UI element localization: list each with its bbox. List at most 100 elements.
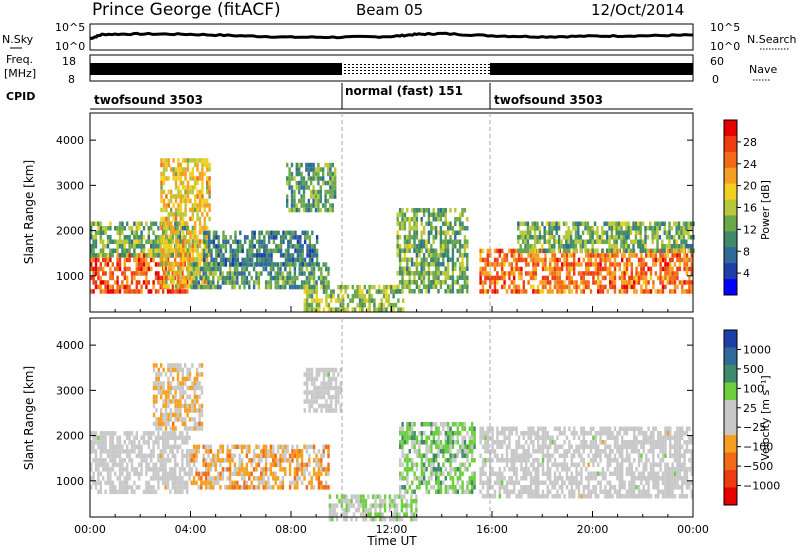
power-cell: [172, 158, 175, 163]
velocity-cell: [308, 399, 311, 404]
velocity-cell: [123, 449, 126, 454]
power-cell: [484, 275, 487, 281]
power-cell: [510, 266, 513, 272]
velocity-cell: [193, 394, 196, 400]
power-cell: [592, 275, 595, 281]
velocity-cell: [498, 471, 501, 476]
power-cell: [128, 253, 131, 258]
power-cell: [406, 266, 409, 271]
velocity-cell: [473, 485, 476, 490]
power-cell: [123, 275, 126, 281]
power-cell: [298, 185, 301, 190]
power-cell: [623, 289, 626, 294]
power-cell: [629, 248, 633, 253]
power-cell: [203, 171, 206, 177]
velocity-cell: [315, 453, 318, 459]
velocity-cell: [337, 394, 340, 400]
velocity-cell: [174, 363, 177, 368]
power-cell: [208, 167, 211, 172]
power-cell: [265, 230, 268, 236]
power-cell: [90, 289, 93, 294]
power-cell: [135, 235, 138, 240]
velocity-cell: [150, 485, 153, 490]
velocity-cell: [313, 394, 316, 400]
power-cell: [121, 244, 124, 249]
power-cell: [570, 280, 573, 285]
power-cell: [687, 226, 690, 231]
power-cell: [322, 307, 326, 312]
velocity-cell: [236, 485, 239, 490]
velocity-cell: [357, 498, 360, 504]
power-cell: [689, 244, 693, 249]
power-cell: [170, 225, 173, 231]
velocity-cell: [109, 489, 112, 495]
velocity-cell: [109, 471, 112, 477]
velocity-cell: [330, 408, 333, 413]
power-cell: [458, 239, 462, 244]
velocity-cell: [498, 458, 501, 463]
power-cell: [99, 280, 102, 285]
power-cell: [580, 289, 583, 294]
power-cell: [198, 257, 202, 262]
power-cell: [444, 239, 447, 244]
power-cell: [415, 221, 419, 226]
power-cell: [363, 302, 366, 308]
power-cell: [234, 235, 237, 240]
power-cell: [498, 253, 501, 258]
velocity-cell: [212, 462, 215, 468]
velocity-cell: [430, 471, 433, 476]
power-cell: [201, 180, 204, 186]
power-cell: [529, 257, 533, 263]
power-cell: [142, 244, 146, 249]
power-cell: [214, 271, 217, 276]
power-cell: [288, 266, 292, 272]
power-cell: [189, 189, 192, 195]
velocity-cell: [133, 435, 136, 441]
power-cell: [546, 280, 549, 285]
power-cell: [690, 280, 693, 285]
power-cell: [174, 226, 177, 231]
velocity-cell: [123, 458, 126, 463]
power-cell: [313, 307, 316, 312]
velocity-cell: [207, 485, 210, 490]
power-cell: [201, 252, 204, 258]
velocity-cell: [324, 480, 328, 486]
velocity-cell: [461, 462, 464, 467]
colorbar-box: [724, 279, 737, 296]
velocity-cell: [264, 453, 268, 459]
power-cell: [633, 280, 636, 285]
power-cell: [337, 293, 340, 299]
power-cell: [610, 230, 614, 235]
power-cell: [319, 189, 322, 195]
colorbar-box: [724, 120, 737, 137]
velocity-cell: [152, 431, 155, 436]
power-cell: [172, 248, 175, 253]
velocity-cell: [152, 471, 155, 477]
power-cell: [276, 280, 280, 285]
power-cell: [174, 180, 178, 186]
power-cell: [415, 266, 419, 271]
power-cell: [458, 230, 462, 235]
figure-title: Prince George (fitACF): [92, 0, 281, 20]
power-cell: [177, 275, 180, 280]
velocity-cell: [407, 503, 411, 508]
power-cell: [317, 162, 320, 168]
power-cell: [437, 257, 440, 262]
velocity-cell: [207, 471, 210, 477]
velocity-cell: [296, 453, 299, 459]
power-cell: [126, 257, 129, 263]
power-cell: [413, 217, 416, 222]
power-cell: [162, 248, 166, 253]
power-cell: [451, 284, 455, 289]
velocity-cell: [315, 408, 318, 413]
velocity-cell: [233, 462, 237, 468]
velocity-cell: [240, 444, 244, 450]
velocity-cell: [395, 503, 399, 508]
velocity-cell: [228, 453, 232, 459]
power-cell: [392, 302, 395, 308]
power-cell: [641, 221, 645, 226]
velocity-cell: [305, 462, 309, 468]
power-cell: [209, 280, 213, 285]
power-cell: [639, 230, 642, 235]
power-cell: [282, 239, 285, 245]
